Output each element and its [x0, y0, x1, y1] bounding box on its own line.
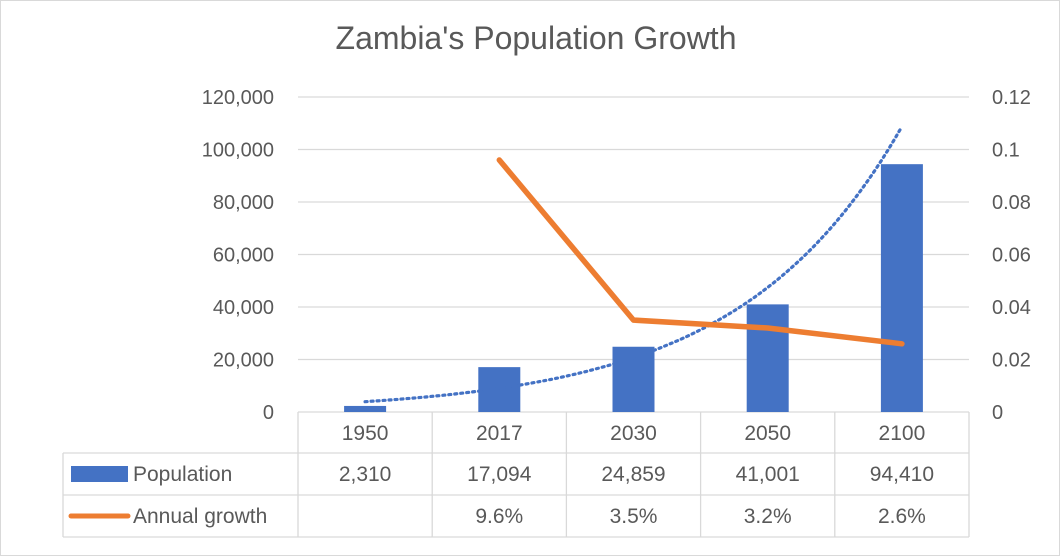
- bar-series: [344, 164, 923, 412]
- right-tick-label: 0.12: [992, 87, 1031, 109]
- left-tick-label: 120,000: [202, 87, 274, 109]
- left-tick-label: 20,000: [213, 350, 274, 372]
- right-axis: 0 0.02 0.04 0.06 0.08 0.1 0.12: [992, 87, 1031, 424]
- category-label: 2050: [744, 422, 791, 445]
- trendline: [363, 124, 904, 404]
- gridlines: [298, 96, 969, 413]
- legend-label: Annual growth: [133, 505, 267, 528]
- left-tick-label: 100,000: [202, 140, 274, 162]
- bar: [344, 405, 387, 412]
- category-label: 2017: [476, 422, 523, 445]
- table-cell: 41,001: [736, 463, 800, 486]
- chart-title: Zambia's Population Growth: [336, 20, 737, 56]
- trendline-group: [363, 124, 904, 404]
- right-tick-label: 0.08: [992, 192, 1031, 214]
- right-tick-label: 0.06: [992, 245, 1031, 267]
- table-cell: 2.6%: [878, 505, 926, 528]
- right-tick-label: 0.1: [992, 140, 1020, 162]
- table-cell: 3.2%: [744, 505, 792, 528]
- category-label: 2100: [879, 422, 926, 445]
- table-cell: 9.6%: [475, 505, 523, 528]
- growth-line: [496, 157, 905, 347]
- table-cell: 24,859: [601, 463, 665, 486]
- left-tick-label: 40,000: [213, 297, 274, 319]
- legend-key-population: [71, 466, 128, 482]
- right-tick-label: 0.04: [992, 297, 1031, 319]
- left-tick-label: 80,000: [213, 192, 274, 214]
- table-cell: 17,094: [467, 463, 532, 486]
- table-cell: 94,410: [870, 463, 934, 486]
- table-cell: 3.5%: [610, 505, 658, 528]
- bar: [880, 164, 923, 412]
- right-tick-label: 0.02: [992, 350, 1031, 372]
- right-tick-label: 0: [992, 402, 1003, 424]
- left-tick-label: 0: [263, 402, 274, 424]
- category-label: 1950: [342, 422, 389, 445]
- left-tick-label: 60,000: [213, 245, 274, 267]
- table-cell: 2,310: [339, 463, 392, 486]
- category-label: 2030: [610, 422, 657, 445]
- data-table: 1950 2017 2030 2050 2100 Population 2,310 17,09…: [62, 412, 970, 538]
- bar: [746, 304, 789, 412]
- legend-label: Population: [133, 463, 232, 486]
- line-series: [496, 157, 905, 347]
- left-axis: 0 20,000 40,000 60,000 80,000 100,000 120,000: [202, 87, 274, 424]
